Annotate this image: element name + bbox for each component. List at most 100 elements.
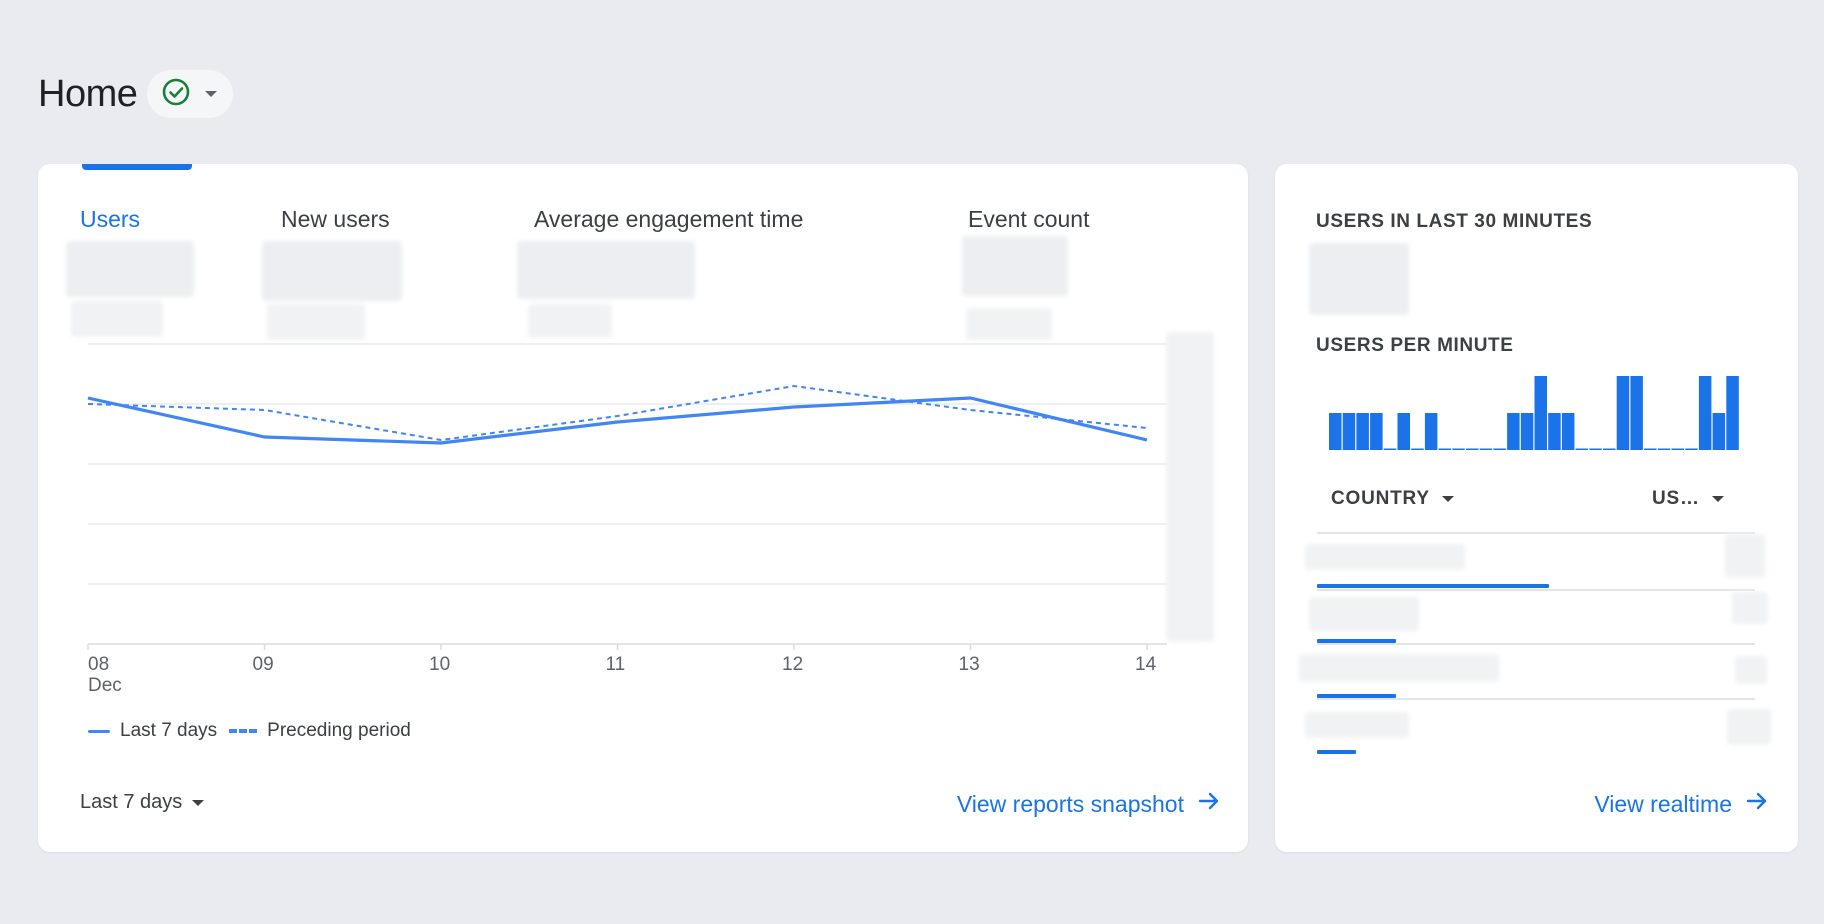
per-minute-bar — [1548, 413, 1561, 450]
per-minute-bar — [1452, 448, 1465, 450]
arrow-right-icon — [1746, 790, 1768, 818]
view-reports-snapshot-label: View reports snapshot — [956, 790, 1184, 817]
legend-swatch-dashed — [229, 729, 258, 733]
country-share-bar — [1317, 750, 1356, 754]
per-minute-bar — [1644, 448, 1657, 450]
tab-users[interactable]: Users — [80, 206, 141, 232]
realtime-user-count — [1309, 243, 1409, 315]
date-range-select[interactable]: Last 7 days — [80, 791, 205, 814]
caret-down-icon — [205, 91, 218, 97]
country-share-bar — [1317, 694, 1396, 698]
users-last-30-min-heading: USERS IN LAST 30 MINUTES — [1316, 211, 1593, 232]
metric-value-event-count — [962, 236, 1068, 296]
metric-value-new-users — [262, 241, 402, 301]
page-title: Home — [38, 72, 138, 115]
x-tick-label: 10 — [429, 654, 450, 675]
chart-legend: Last 7 days Preceding period — [88, 720, 411, 742]
series-line-last-7-days — [87, 396, 1148, 445]
per-minute-bar — [1493, 448, 1506, 450]
user-count-redacted — [1732, 592, 1768, 624]
view-realtime-link[interactable]: View realtime — [1594, 790, 1768, 818]
legend-swatch-solid — [88, 729, 110, 733]
per-minute-bar — [1329, 413, 1342, 450]
country-name-redacted — [1305, 544, 1465, 570]
status-chip[interactable] — [147, 70, 234, 118]
check-circle-icon — [161, 77, 191, 112]
per-minute-bar — [1575, 448, 1589, 450]
table-row-divider — [1317, 589, 1755, 591]
per-minute-bar — [1438, 448, 1452, 450]
caret-down-icon — [1441, 496, 1454, 502]
per-minute-bar — [1630, 376, 1643, 450]
legend-item-preceding-period: Preceding period — [229, 720, 411, 742]
user-count-redacted — [1727, 709, 1771, 745]
x-tick-label: 13 — [959, 654, 980, 675]
page-header: Home — [38, 70, 234, 118]
per-minute-bar — [1657, 448, 1671, 450]
per-minute-bar — [1466, 448, 1479, 450]
per-minute-bar — [1561, 413, 1575, 450]
per-minute-bar — [1671, 448, 1684, 450]
tab-event-count[interactable]: Event count — [968, 206, 1090, 232]
per-minute-bar — [1589, 448, 1602, 450]
country-column-header[interactable]: COUNTRY — [1331, 488, 1454, 510]
caret-down-icon — [192, 799, 205, 806]
per-minute-bar — [1507, 413, 1520, 450]
per-minute-bar — [1479, 448, 1493, 450]
users-line-chart: 08 09 10 11 12 13 14 Dec — [87, 343, 1167, 696]
country-name-redacted — [1305, 712, 1409, 738]
tab-average-engagement-time[interactable]: Average engagement time — [534, 206, 804, 232]
per-minute-bar — [1424, 413, 1438, 450]
metric-change-new-users — [267, 304, 365, 340]
arrow-right-icon — [1198, 790, 1220, 818]
legend-item-last-7-days: Last 7 days — [88, 720, 217, 742]
date-range-label: Last 7 days — [80, 791, 183, 813]
per-minute-bar — [1397, 413, 1410, 450]
active-tab-indicator — [82, 164, 192, 170]
per-minute-bar — [1726, 376, 1739, 450]
per-minute-bar — [1616, 376, 1630, 450]
country-share-bar — [1317, 639, 1396, 643]
realtime-card: USERS IN LAST 30 MINUTES USERS PER MINUT… — [1275, 164, 1798, 852]
user-count-redacted — [1735, 656, 1767, 684]
users-per-minute-chart — [1329, 376, 1739, 450]
view-realtime-label: View realtime — [1594, 790, 1732, 817]
metrics-card: Users New users Average engagement time … — [38, 164, 1248, 852]
series-line-preceding-period — [87, 385, 1148, 441]
legend-label-last-7-days: Last 7 days — [120, 720, 218, 741]
x-tick-label: 09 — [253, 654, 274, 675]
metric-change-users — [71, 301, 163, 337]
metric-value-users — [66, 241, 194, 297]
user-count-redacted — [1725, 534, 1765, 578]
x-tick-label: 14 — [1135, 654, 1157, 675]
metric-change-engagement — [528, 304, 612, 338]
country-share-bar — [1317, 584, 1549, 588]
per-minute-bar — [1685, 448, 1698, 450]
x-tick-label: 08 — [88, 654, 109, 675]
users-column-label: US… — [1652, 488, 1700, 509]
metric-change-event-count — [966, 308, 1052, 340]
table-header-divider — [1317, 532, 1755, 534]
per-minute-bar — [1698, 376, 1712, 450]
per-minute-bar — [1383, 448, 1397, 450]
users-per-minute-heading: USERS PER MINUTE — [1316, 335, 1514, 356]
caret-down-icon — [1711, 496, 1724, 502]
per-minute-bar — [1411, 448, 1424, 450]
country-name-redacted — [1309, 597, 1419, 631]
per-minute-bar — [1356, 413, 1369, 450]
table-row-divider — [1317, 643, 1755, 645]
per-minute-bar — [1520, 413, 1534, 450]
metric-value-engagement — [517, 241, 695, 299]
y-axis-labels-redacted — [1166, 332, 1214, 642]
per-minute-bar — [1534, 376, 1547, 450]
per-minute-bar — [1603, 448, 1616, 450]
country-name-redacted — [1299, 654, 1499, 682]
view-reports-snapshot-link[interactable]: View reports snapshot — [957, 790, 1220, 818]
x-tick-label: 12 — [782, 654, 803, 675]
per-minute-bar — [1370, 413, 1383, 450]
legend-label-preceding-period: Preceding period — [267, 720, 411, 741]
tab-new-users[interactable]: New users — [281, 206, 390, 232]
per-minute-bar — [1712, 413, 1726, 450]
country-column-label: COUNTRY — [1331, 488, 1430, 509]
users-column-header[interactable]: US… — [1652, 488, 1724, 510]
